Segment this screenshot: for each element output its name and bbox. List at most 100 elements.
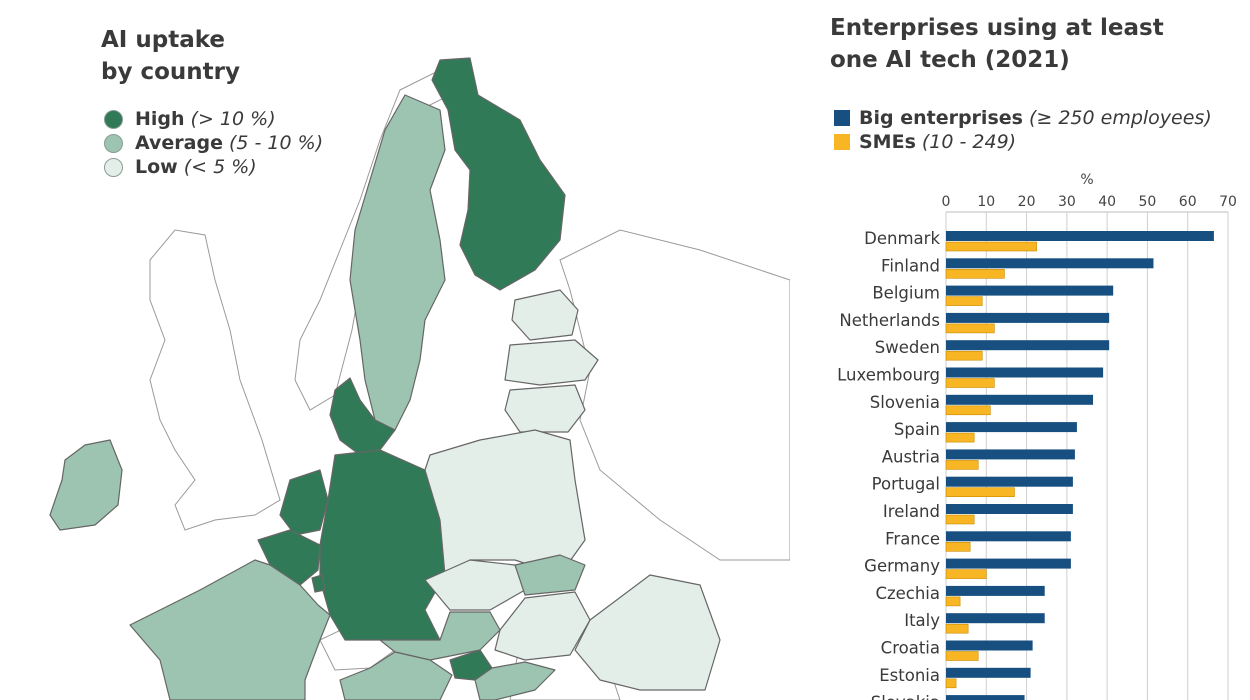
x-tick-label: 50 (1139, 194, 1157, 210)
map-country-slovakia (514, 554, 586, 596)
chart-legend-swatch-big (834, 110, 850, 126)
legend-row-low: Low (< 5 %) (104, 155, 323, 179)
chart-legend-label-sme: SMEs (859, 131, 916, 153)
map-country-germany (319, 449, 446, 641)
legend-label-low: Low (135, 156, 178, 178)
legend-row-high: High (> 10 %) (104, 107, 323, 131)
bar-sme (945, 678, 957, 689)
x-tick-label: 10 (977, 194, 995, 210)
map-country-poland (424, 429, 586, 576)
map-panel: AI uptake by country High (> 10 %) Avera… (49, 24, 790, 700)
map-country-finland (431, 57, 566, 291)
map-country-lithuania (504, 384, 586, 433)
map-country-netherlands (279, 469, 329, 536)
bar-big (946, 285, 1114, 296)
bar-sme (945, 405, 991, 416)
map-country-france (129, 559, 331, 700)
bar-big (946, 367, 1104, 378)
category-label: Croatia (881, 639, 940, 658)
bar-big (946, 640, 1033, 651)
category-label: Ireland (883, 502, 940, 521)
map-country-ireland (49, 439, 123, 531)
axis-unit-label: % (1080, 172, 1093, 188)
x-tick-label: 60 (1179, 194, 1197, 210)
category-label: Austria (882, 447, 940, 466)
europe-map (49, 57, 790, 700)
category-label: Belgium (872, 284, 940, 303)
map-country-luxembourg (311, 574, 326, 593)
map-legend: High (> 10 %) Average (5 - 10 %) Low (< … (104, 107, 323, 179)
legend-row-average: Average (5 - 10 %) (104, 131, 323, 155)
map-country-sweden (349, 94, 446, 431)
bar-sme (945, 350, 983, 361)
chart-legend-row-big: Big enterprises (≥ 250 employees) (834, 106, 1212, 130)
chart-legend-note-sme: (10 - 249) (921, 131, 1017, 153)
map-land-russia (559, 229, 790, 561)
bar-sme (945, 323, 995, 334)
category-label: Germany (864, 557, 940, 576)
bar-big (946, 312, 1110, 323)
bar-sme (945, 541, 971, 552)
legend-swatch-average (104, 133, 123, 153)
chart-legend-note-big: (≥ 250 employees) (1028, 107, 1212, 129)
bar-big (946, 531, 1071, 542)
bar-big (946, 695, 1025, 700)
chart-panel: Enterprises using at least one AI tech (… (790, 0, 1250, 700)
chart-title-line1: Enterprises using at least (830, 15, 1164, 41)
bar-big (946, 504, 1073, 514)
bar-big (946, 231, 1214, 241)
x-tick-label: 0 (942, 194, 951, 210)
category-label: Sweden (875, 338, 940, 357)
legend-range-low: (< 5 %) (183, 156, 257, 178)
bar-big (946, 422, 1077, 433)
bar-sme (945, 460, 979, 470)
category-label: Luxembourg (837, 366, 940, 385)
category-label: Portugal (872, 475, 940, 494)
chart-legend-label-big: Big enterprises (859, 107, 1023, 129)
bar-big (946, 476, 1073, 487)
category-label: Slovakia (871, 693, 940, 700)
map-country-estonia (511, 289, 579, 341)
bar-big (946, 558, 1071, 569)
category-label: France (885, 529, 940, 548)
bar-sme (945, 514, 975, 525)
bar-big (946, 613, 1045, 624)
bar-sme (945, 268, 1005, 279)
bar-sme (945, 623, 969, 634)
map-title: AI uptake by country (101, 24, 341, 88)
bar-big (946, 258, 1154, 269)
bar-big (946, 340, 1110, 351)
bar-sme (945, 487, 1015, 498)
legend-label-average: Average (135, 132, 223, 154)
map-land-uk (149, 229, 281, 531)
x-tick-label: 30 (1058, 194, 1076, 210)
category-label: Netherlands (839, 311, 940, 330)
x-tick-label: 20 (1018, 194, 1036, 210)
bar-sme (945, 296, 983, 306)
map-country-italy (339, 651, 453, 700)
map-country-romania (574, 574, 721, 691)
category-label: Slovenia (870, 393, 940, 412)
bar-big (946, 585, 1045, 596)
map-title-line2: by country (101, 59, 240, 85)
chart-title: Enterprises using at least one AI tech (… (830, 12, 1190, 76)
map-country-latvia (504, 339, 599, 386)
map-country-croatia (474, 661, 556, 700)
bar-sme (945, 432, 975, 443)
legend-swatch-low (104, 157, 123, 177)
chart-title-line2: one AI tech (2021) (830, 47, 1070, 73)
category-label: Spain (894, 420, 940, 439)
bar-chart: % 0 10 20 30 40 50 60 70 Denmark Finland Belgium Net… (837, 172, 1237, 700)
legend-swatch-high (104, 109, 123, 129)
bar-big (946, 394, 1094, 405)
legend-range-high: (> 10 %) (190, 108, 276, 130)
bar-big (946, 449, 1075, 460)
category-label: Finland (881, 256, 940, 275)
chart-legend-row-sme: SMEs (10 - 249) (834, 130, 1212, 154)
legend-label-high: High (135, 108, 185, 130)
category-label: Denmark (864, 229, 940, 248)
map-title-line1: AI uptake (101, 27, 225, 53)
bar-sme (945, 241, 1037, 252)
map-country-hungary (494, 591, 591, 661)
bar-sme (945, 569, 987, 579)
